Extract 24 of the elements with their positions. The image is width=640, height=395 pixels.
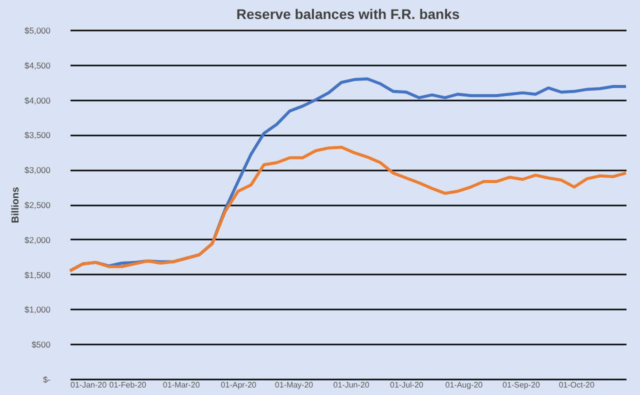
x-tick-label: 01-Jan-20: [70, 380, 108, 390]
y-tick-label: $1,000: [24, 304, 51, 315]
y-tick-label: $1,500: [24, 270, 51, 280]
y-tick-label: $2,500: [24, 200, 51, 210]
y-tick-label: $4,000: [24, 95, 51, 106]
y-tick-label: $3,500: [24, 130, 51, 140]
y-tick-label: $-: [42, 374, 51, 384]
y-tick-label: $3,000: [24, 165, 51, 176]
y-tick-label: $500: [32, 340, 51, 350]
y-tick-label: $2,000: [24, 234, 51, 245]
y-axis-title: Billions: [10, 186, 22, 224]
x-tick-label: 01-May-20: [274, 380, 314, 390]
y-tick-label: $4,500: [24, 60, 51, 70]
chart-title: Reserve balances with F.R. banks: [236, 6, 460, 22]
line-series: [68, 146, 628, 272]
x-tick-label: 01-Aug-20: [445, 380, 484, 390]
x-tick-label: 01-Feb-20: [109, 380, 147, 390]
x-tick-label: 01-Jul-20: [390, 380, 424, 390]
y-tick-label: $5,000: [24, 26, 51, 36]
x-tick-label: 01-Mar-20: [162, 380, 200, 390]
x-tick-label: 01-Apr-20: [220, 380, 257, 390]
x-tick-label: 01-Sep-20: [502, 380, 540, 390]
x-tick-label: 01-Jun-20: [333, 380, 370, 390]
x-tick-label: 01-Oct-20: [558, 380, 595, 390]
